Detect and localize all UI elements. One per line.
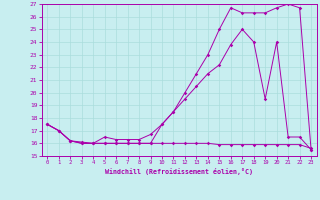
X-axis label: Windchill (Refroidissement éolien,°C): Windchill (Refroidissement éolien,°C) bbox=[105, 168, 253, 175]
